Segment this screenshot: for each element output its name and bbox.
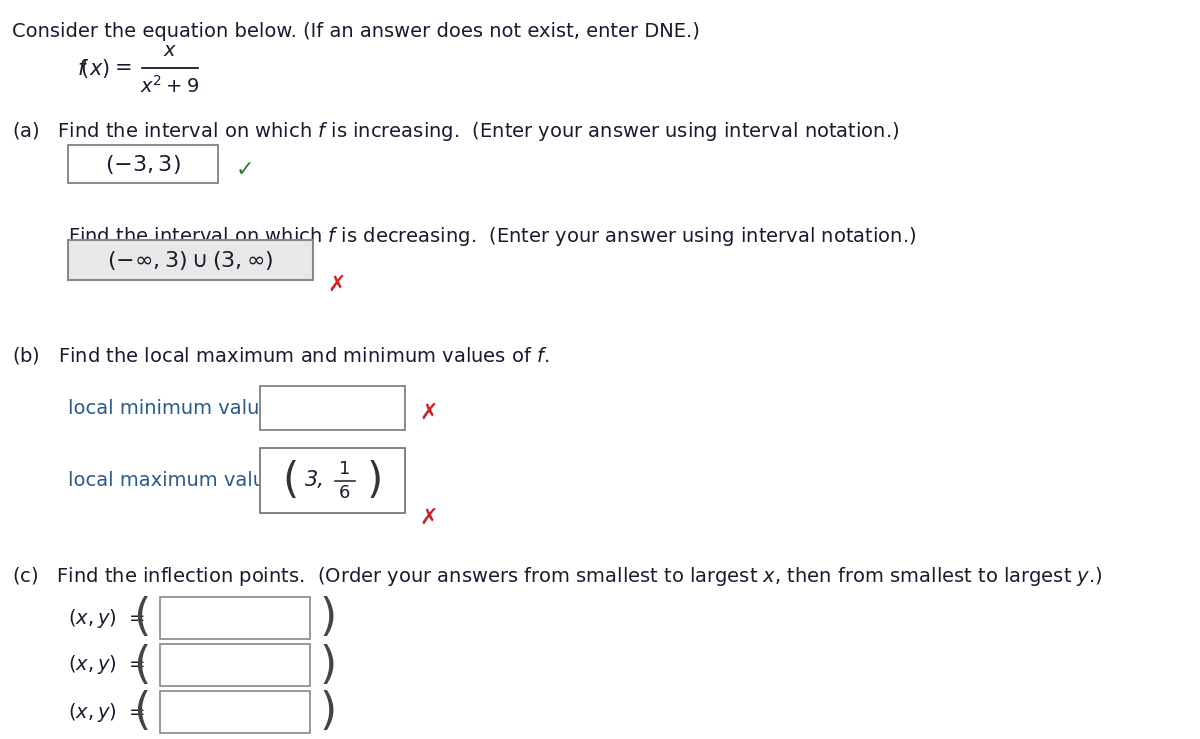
Text: ✗: ✗ (419, 508, 438, 528)
Text: $(x, y)$  =: $(x, y)$ = (68, 653, 145, 676)
Text: ✗: ✗ (419, 403, 438, 423)
Bar (260, 386, 406, 430)
Text: (b)   Find the local maximum and minimum values of $f$.: (b) Find the local maximum and minimum v… (12, 345, 550, 366)
Bar (68, 240, 313, 280)
Bar (160, 691, 310, 733)
Text: (c)   Find the inflection points.  (Order your answers from smallest to largest : (c) Find the inflection points. (Order y… (12, 565, 1103, 588)
Text: (: ( (133, 690, 151, 734)
Text: ): ) (366, 460, 383, 502)
Bar (68, 145, 218, 183)
Text: (a)   Find the interval on which $f$ is increasing.  (Enter your answer using in: (a) Find the interval on which $f$ is in… (12, 120, 900, 143)
Text: ✗: ✗ (326, 275, 346, 295)
Text: $f\!\left(x\right)$: $f\!\left(x\right)$ (77, 56, 110, 80)
Text: 3,: 3, (305, 471, 324, 491)
Text: Find the interval on which $f$ is decreasing.  (Enter your answer using interval: Find the interval on which $f$ is decrea… (68, 225, 917, 248)
Text: $(x, y)$  =: $(x, y)$ = (68, 607, 145, 630)
Text: ): ) (319, 644, 337, 687)
Text: ✓: ✓ (236, 160, 254, 180)
Text: local maximum value: local maximum value (68, 471, 277, 489)
Text: =: = (115, 58, 133, 78)
Text: $(-\infty,3) \cup (3,\infty)$: $(-\infty,3) \cup (3,\infty)$ (107, 248, 274, 271)
Text: $x^2 + 9$: $x^2 + 9$ (140, 75, 199, 97)
Text: $x$: $x$ (163, 41, 178, 61)
Text: ): ) (319, 690, 337, 734)
Text: Consider the equation below. (If an answer does not exist, enter DNE.): Consider the equation below. (If an answ… (12, 22, 700, 41)
Text: $(-3,3)$: $(-3,3)$ (106, 152, 181, 175)
Bar (160, 644, 310, 686)
Text: (: ( (282, 460, 299, 502)
Text: (: ( (133, 596, 151, 639)
Text: 1: 1 (338, 460, 350, 477)
Text: 6: 6 (338, 483, 350, 502)
Text: local minimum value: local minimum value (68, 398, 271, 418)
Bar (160, 597, 310, 639)
Text: $(x, y)$  =: $(x, y)$ = (68, 701, 145, 723)
Text: ): ) (319, 596, 337, 639)
Text: (: ( (133, 644, 151, 687)
Bar (260, 448, 406, 513)
